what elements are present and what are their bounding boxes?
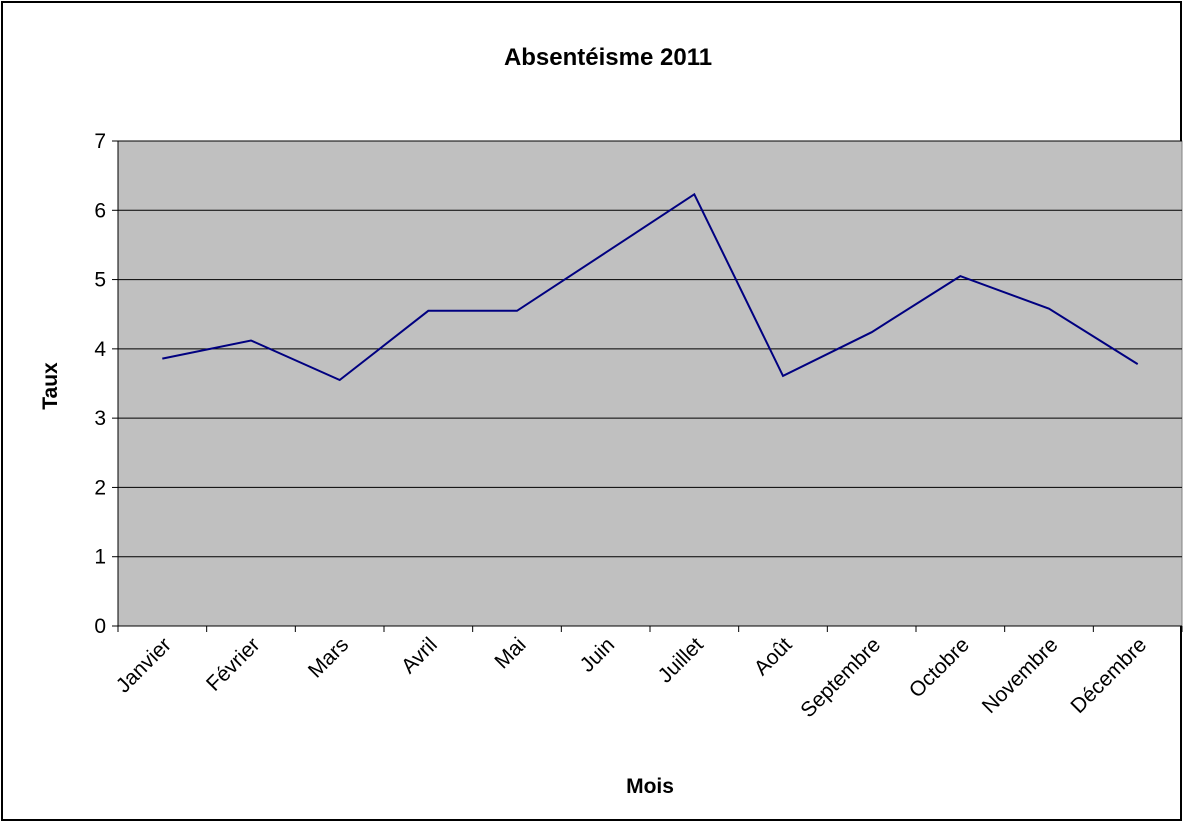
x-tick-label: Novembre: [978, 633, 1063, 718]
y-tick-label: 2: [94, 476, 106, 499]
x-axis-title: Mois: [626, 775, 674, 798]
absenteeism-line-chart: Absentéisme 2011 0 1 2 3 4 5 6 7 Janvier Février…: [39, 44, 1183, 798]
y-tick-label: 7: [94, 130, 106, 153]
x-tick-label: Juillet: [654, 633, 708, 687]
x-tick-label: Juin: [576, 633, 620, 677]
series-line: [162, 192, 1139, 382]
y-tick-label: 0: [94, 615, 106, 638]
x-tick-label: Décembre: [1066, 633, 1151, 718]
x-tick-label: Février: [202, 633, 264, 695]
gridlines: [118, 140, 1182, 558]
series-layer: [162, 192, 1139, 382]
chart-title: Absentéisme 2011: [504, 44, 712, 71]
axes: [112, 140, 1183, 632]
y-tick-label: 3: [94, 407, 106, 430]
y-tick-labels: 0 1 2 3 4 5 6 7: [94, 130, 106, 638]
x-tick-label: Août: [750, 633, 797, 680]
y-tick-label: 5: [94, 269, 106, 292]
y-axis-title: Taux: [39, 362, 62, 410]
x-tick-label: Octobre: [905, 633, 974, 702]
x-tick-label: Janvier: [112, 633, 176, 697]
y-tick-label: 4: [94, 338, 106, 361]
x-tick-labels: Janvier Février Mars Avril Mai Juin Juillet Aoû…: [112, 633, 1151, 722]
x-tick-label: Avril: [397, 633, 442, 678]
x-tick-label: Septembre: [796, 633, 885, 722]
y-tick-label: 6: [94, 199, 106, 222]
x-tick-label: Mai: [490, 633, 530, 673]
y-tick-label: 1: [94, 546, 106, 569]
plot-area: [117, 140, 1183, 627]
x-tick-label: Mars: [304, 633, 353, 682]
